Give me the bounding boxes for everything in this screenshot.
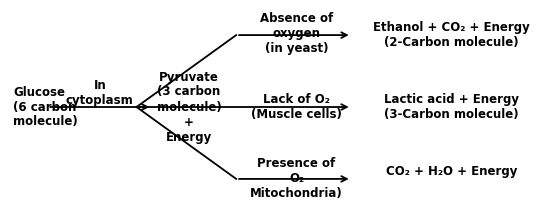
Text: Lack of O₂
(Muscle cells): Lack of O₂ (Muscle cells) — [251, 93, 342, 121]
Text: Glucose
(6 carbon
molecule): Glucose (6 carbon molecule) — [13, 86, 78, 128]
Text: In
cytoplasm: In cytoplasm — [66, 79, 133, 107]
Text: Lactic acid + Energy
(3-Carbon molecule): Lactic acid + Energy (3-Carbon molecule) — [384, 93, 519, 121]
Text: CO₂ + H₂O + Energy: CO₂ + H₂O + Energy — [386, 165, 517, 178]
Text: Absence of
oxygen
(in yeast): Absence of oxygen (in yeast) — [260, 12, 333, 55]
Text: Presence of
O₂
Mitochondria): Presence of O₂ Mitochondria) — [250, 158, 343, 201]
Text: Pyruvate
(3 carbon
molecule)
+
Energy: Pyruvate (3 carbon molecule) + Energy — [156, 70, 222, 144]
Text: Ethanol + CO₂ + Energy
(2-Carbon molecule): Ethanol + CO₂ + Energy (2-Carbon molecul… — [373, 21, 529, 49]
